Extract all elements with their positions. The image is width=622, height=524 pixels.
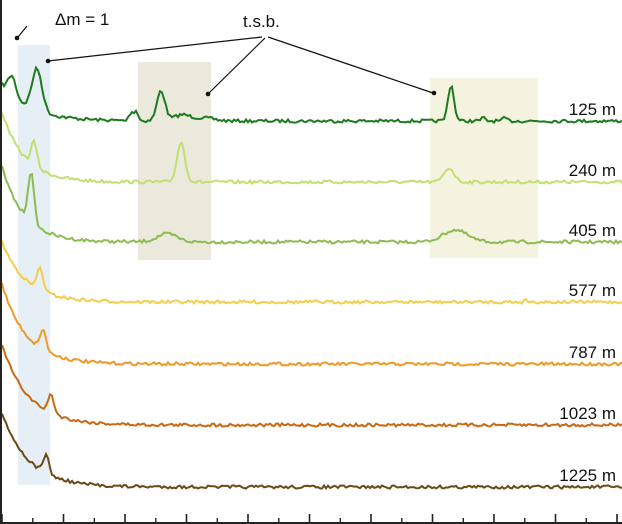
- delta-m-label: Δm = 1: [55, 10, 109, 29]
- trace-label: 240 m: [569, 161, 616, 180]
- trace-405m: [1, 165, 622, 246]
- annotations: Δm = 1 t.s.b.: [14, 10, 437, 97]
- trace-240m: [1, 112, 622, 186]
- band-tsb-2: [430, 78, 538, 258]
- tsb-dot-2: [205, 91, 211, 97]
- band-tsb-1: [138, 62, 211, 260]
- trace-125m: [1, 65, 622, 125]
- trace-label: 1225 m: [559, 466, 616, 485]
- trace-577m: [1, 240, 622, 306]
- tsb-pointer-2: [207, 37, 266, 95]
- tsb-dot-1: [45, 58, 51, 64]
- x-ticks: [1, 514, 618, 524]
- delta-m-pointer: [17, 25, 28, 38]
- trace-label: 405 m: [569, 221, 616, 240]
- trace-labels: 125 m 240 m 405 m 577 m 787 m 1023 m 1225 m: [559, 100, 616, 485]
- tsb-pointer-3: [267, 36, 434, 94]
- trace-label: 787 m: [569, 343, 616, 362]
- trace-group: [1, 65, 622, 490]
- trace-1023m: [1, 344, 622, 428]
- highlight-bands: [18, 45, 538, 485]
- tsb-pointer-1: [47, 36, 263, 62]
- delta-m-dot: [14, 35, 20, 41]
- trace-label: 577 m: [569, 281, 616, 300]
- trace-label: 1023 m: [559, 404, 616, 423]
- trace-787m: [1, 282, 622, 368]
- tsb-label: t.s.b.: [243, 12, 280, 31]
- tsb-dot-3: [431, 90, 437, 96]
- band-blue: [18, 45, 50, 485]
- trace-1225m: [1, 413, 622, 490]
- trace-label: 125 m: [569, 100, 616, 119]
